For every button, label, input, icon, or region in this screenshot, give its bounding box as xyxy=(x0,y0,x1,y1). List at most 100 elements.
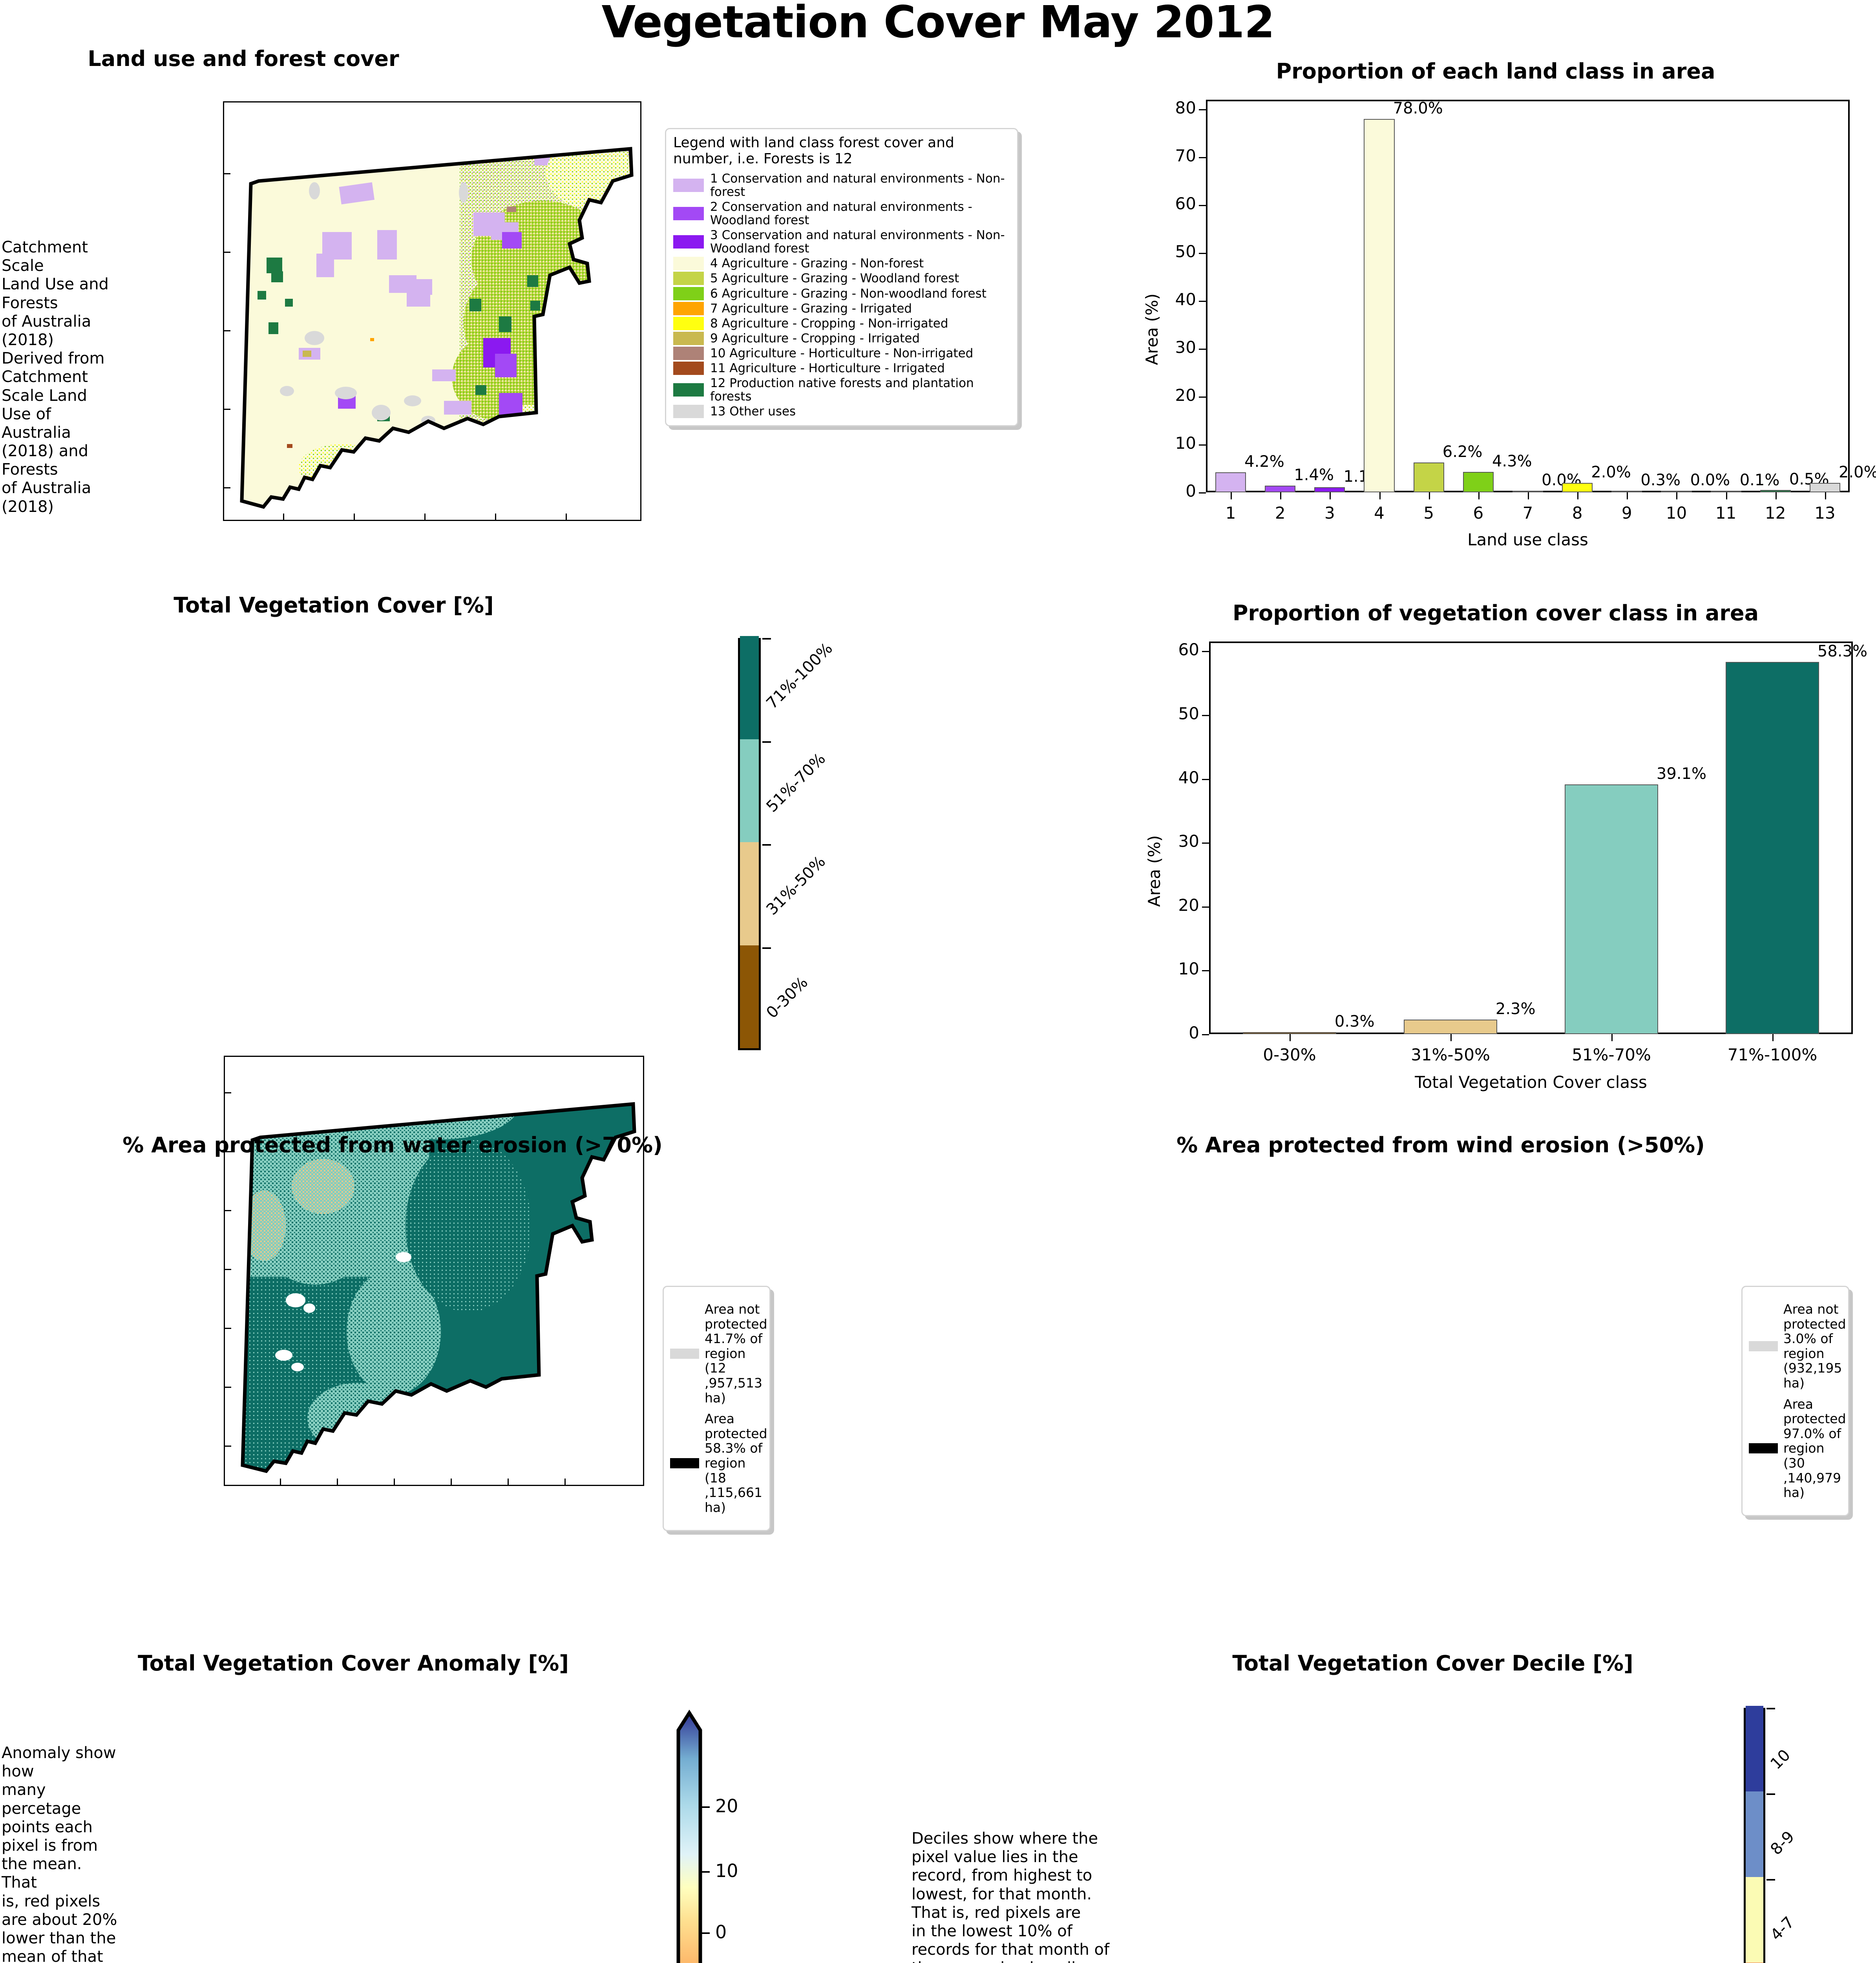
total-cover-colorbar-label: 51%-70% xyxy=(763,749,829,816)
decile-colorbar-tick xyxy=(1766,1793,1775,1795)
page-title: Vegetation Cover May 2012 xyxy=(601,0,1275,48)
legend-swatch-icon xyxy=(670,1458,699,1468)
chart1-x-tick-label: 7 xyxy=(1522,503,1533,523)
chart1-bar xyxy=(1661,491,1692,492)
wind-erosion-legend-item: Area protected 97.0% of region (30 ,140,… xyxy=(1749,1396,1846,1500)
land-use-legend-label: 5 Agriculture - Grazing - Woodland fores… xyxy=(710,271,959,286)
land-use-legend-item: 13 Other uses xyxy=(673,405,1010,418)
chart1-xlabel: Land use class xyxy=(1467,530,1588,549)
decile-colorbar-label: 10 xyxy=(1767,1746,1794,1773)
chart1-x-tick-label: 13 xyxy=(1814,503,1836,523)
chart1-x-tick-label: 1 xyxy=(1225,503,1236,523)
land-use-legend: Legend with land class forest cover and … xyxy=(665,128,1018,427)
chart1-y-tick-label: 30 xyxy=(1175,338,1196,357)
land-use-legend-label: 2 Conservation and natural environments … xyxy=(710,199,972,228)
water-erosion-legend-item: Area protected 58.3% of region (18 ,115,… xyxy=(670,1411,767,1515)
land-use-side-note: Catchment Scale Land Use and Forests of … xyxy=(2,238,109,516)
legend-swatch-icon xyxy=(1749,1443,1778,1454)
chart1-bar-value-label: 0.3% xyxy=(1640,471,1681,489)
water-erosion-panel-title: % Area protected from water erosion (>70… xyxy=(122,1133,663,1157)
chart1-y-tick-label: 60 xyxy=(1175,194,1196,214)
chart2-y-tick-label: 0 xyxy=(1189,1023,1199,1042)
chart1-y-tick-label: 10 xyxy=(1175,433,1196,453)
legend-swatch-icon xyxy=(673,207,704,221)
chart1-bar-value-label: 1.4% xyxy=(1294,466,1334,484)
decile-colorbar-tick xyxy=(1766,1879,1775,1881)
legend-swatch-icon xyxy=(673,383,704,397)
chart2-bar xyxy=(1404,1019,1497,1034)
chart2-ylabel: Area (%) xyxy=(1145,835,1164,907)
water-erosion-legend-item: Area not protected 41.7% of region (12 ,… xyxy=(670,1302,767,1405)
decile-colorbar-label: 4-7 xyxy=(1767,1913,1798,1944)
total-cover-map-ticks xyxy=(225,1057,643,1485)
chart1-x-tick-mark xyxy=(1428,492,1430,499)
land-use-legend-label: 6 Agriculture - Grazing - Non-woodland f… xyxy=(710,286,986,301)
anomaly-panel-title: Total Vegetation Cover Anomaly [%] xyxy=(138,1651,569,1676)
land-use-map xyxy=(223,101,641,521)
chart1-y-tick-mark xyxy=(1199,253,1206,254)
chart1-y-tick-mark xyxy=(1199,157,1206,159)
vegetation-class-proportion-chart: Proportion of vegetation cover class in … xyxy=(1131,601,1867,1111)
land-use-legend-label: 11 Agriculture - Horticulture - Irrigate… xyxy=(710,361,945,375)
chart1-x-tick-label: 10 xyxy=(1666,503,1687,523)
legend-swatch-icon xyxy=(673,362,704,375)
chart2-x-tick-mark xyxy=(1290,1034,1291,1041)
chart1-x-tick-mark xyxy=(1726,492,1727,499)
water-erosion-legend-rows: Area not protected 41.7% of region (12 ,… xyxy=(670,1302,767,1515)
anomaly-colorbar-label: 20 xyxy=(715,1795,738,1817)
legend-swatch-icon xyxy=(673,287,704,300)
chart2-x-tick-label: 51%-70% xyxy=(1572,1045,1651,1064)
chart1-y-tick-mark xyxy=(1199,301,1206,302)
chart2-bar-value-label: 39.1% xyxy=(1656,765,1706,783)
land-use-legend-rows: 1 Conservation and natural environments … xyxy=(673,172,1010,418)
chart2-y-tick-label: 50 xyxy=(1178,704,1199,723)
land-use-legend-label: 3 Conservation and natural environments … xyxy=(710,228,1005,256)
land-use-legend-label: 1 Conservation and natural environments … xyxy=(710,171,1005,199)
chart1-y-tick-label: 0 xyxy=(1186,481,1196,501)
chart1-bar xyxy=(1215,472,1246,492)
chart1-x-tick-label: 8 xyxy=(1572,503,1583,523)
total-cover-map-svg xyxy=(241,1102,636,1473)
decile-colorbar-segment xyxy=(1746,1877,1763,1963)
land-use-legend-item: 11 Agriculture - Horticulture - Irrigate… xyxy=(673,362,1010,375)
total-cover-colorbar-segment xyxy=(740,636,759,739)
chart1-bar-value-label: 4.2% xyxy=(1244,452,1284,471)
chart1-bar xyxy=(1809,483,1841,492)
decile-colorbar-label: 8-9 xyxy=(1767,1828,1798,1859)
chart2-y-tick-label: 30 xyxy=(1178,832,1199,851)
chart1-y-tick-mark xyxy=(1199,205,1206,207)
chart1-x-tick-label: 6 xyxy=(1473,503,1484,523)
chart1-bar-value-label: 6.2% xyxy=(1442,443,1483,461)
wind-erosion-legend-item: Area not protected 3.0% of region (932,1… xyxy=(1749,1302,1846,1391)
chart2-y-tick-mark xyxy=(1202,970,1209,972)
land-use-legend-item: 8 Agriculture - Cropping - Non-irrigated xyxy=(673,317,1010,330)
anomaly-colorbar-tick xyxy=(701,1932,710,1934)
chart1-x-tick-label: 4 xyxy=(1374,503,1385,523)
chart2-bar xyxy=(1565,784,1658,1034)
chart1-bar-value-label: 78.0% xyxy=(1393,99,1443,117)
decile-colorbar-segment xyxy=(1746,1791,1763,1877)
decile-colorbar: 12-34-78-910 xyxy=(1744,1706,1873,1963)
legend-swatch-icon xyxy=(673,346,704,360)
chart1-y-tick-mark xyxy=(1199,349,1206,350)
decile-colorbar-bar xyxy=(1744,1706,1765,1963)
legend-swatch-icon xyxy=(673,302,704,315)
chart2-y-tick-label: 60 xyxy=(1178,640,1199,660)
land-use-legend-title: Legend with land class forest cover and … xyxy=(673,135,954,167)
wind-erosion-legend: Area not protected 3.0% of region (932,1… xyxy=(1741,1286,1849,1516)
chart2-bar-value-label: 58.3% xyxy=(1817,642,1867,661)
legend-swatch-icon xyxy=(670,1348,699,1359)
chart1-y-tick-label: 70 xyxy=(1175,146,1196,166)
total-cover-colorbar-label: 71%-100% xyxy=(763,639,836,713)
chart2-x-tick-mark xyxy=(1772,1034,1774,1041)
chart1-y-tick-mark xyxy=(1199,444,1206,446)
decile-side-note: Deciles show where the pixel value lies … xyxy=(912,1830,1110,1963)
land-use-legend-item: 3 Conservation and natural environments … xyxy=(673,228,1010,255)
land-use-legend-item: 1 Conservation and natural environments … xyxy=(673,172,1010,199)
chart2-bar-value-label: 2.3% xyxy=(1495,1000,1536,1018)
land-use-legend-label: 7 Agriculture - Grazing - Irrigated xyxy=(710,301,912,316)
land-use-legend-item: 9 Agriculture - Cropping - Irrigated xyxy=(673,332,1010,345)
land-use-legend-item: 7 Agriculture - Grazing - Irrigated xyxy=(673,302,1010,315)
chart2-y-tick-label: 10 xyxy=(1178,959,1199,979)
